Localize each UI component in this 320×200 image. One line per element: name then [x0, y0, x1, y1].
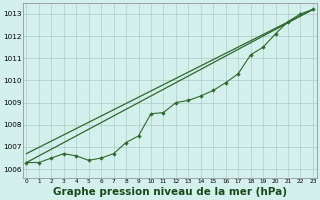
X-axis label: Graphe pression niveau de la mer (hPa): Graphe pression niveau de la mer (hPa): [53, 187, 287, 197]
